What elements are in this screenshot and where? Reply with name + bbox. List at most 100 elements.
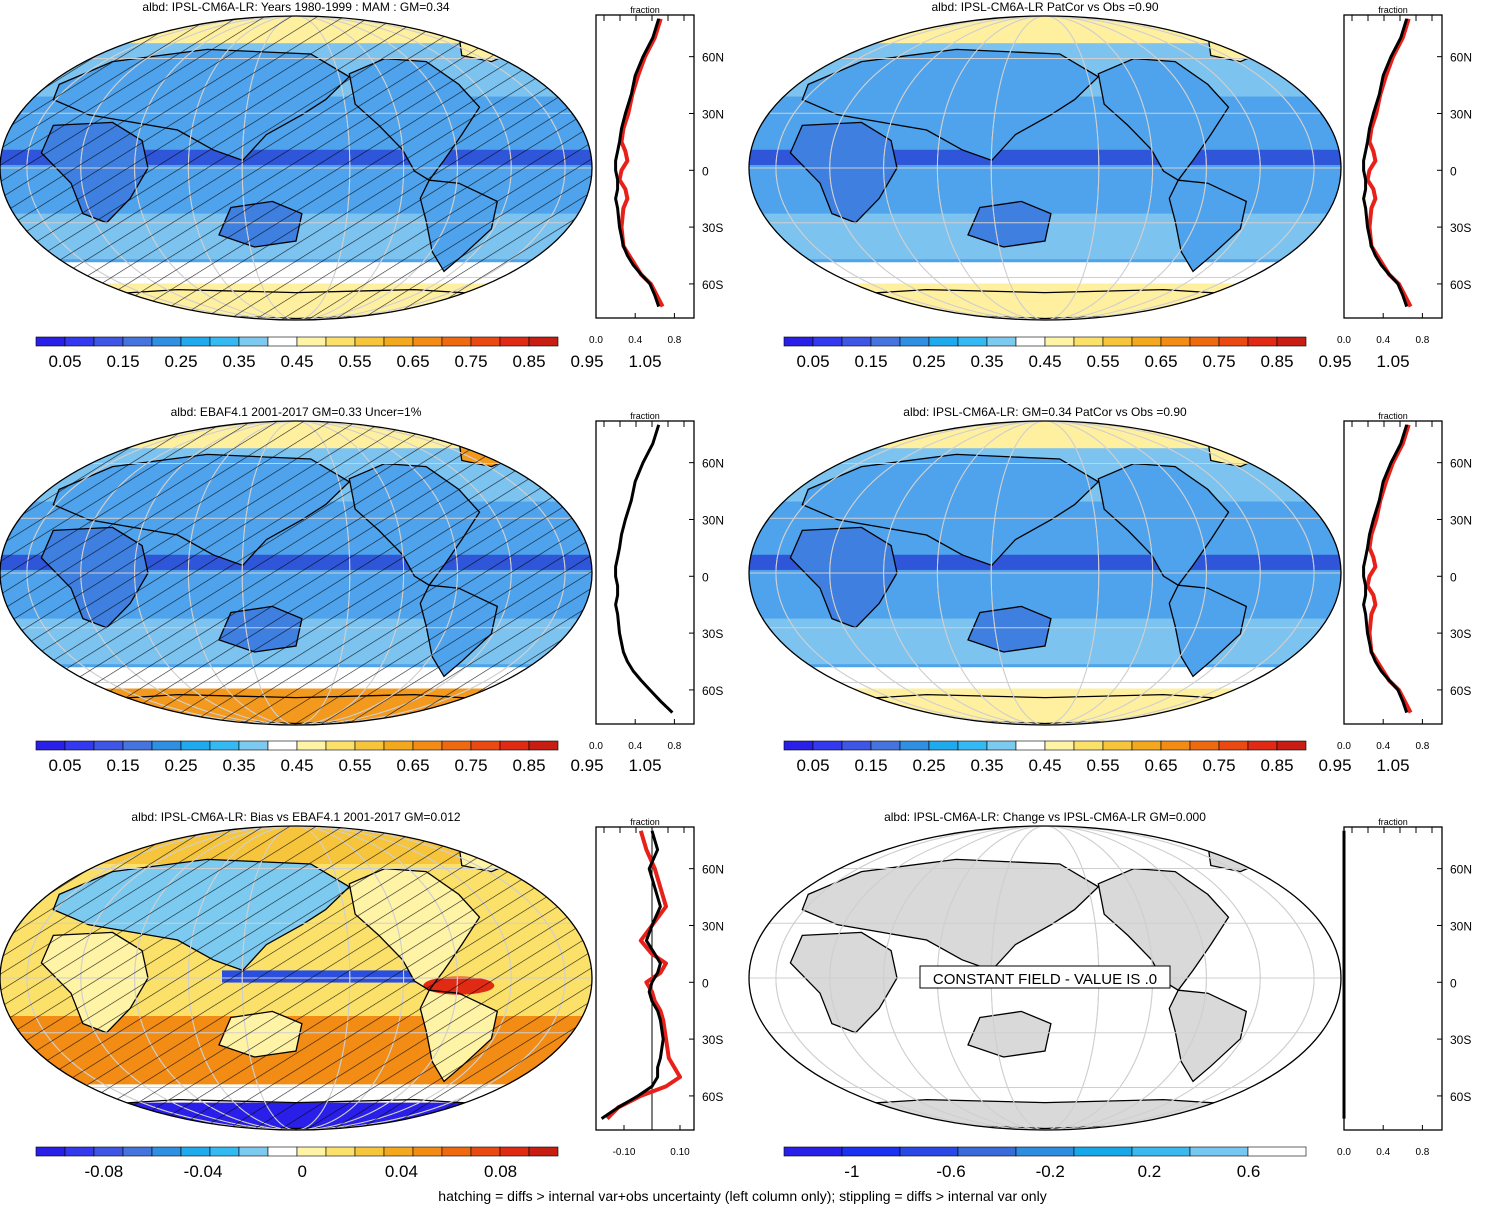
colorbar-swatch [93, 1146, 124, 1157]
colorbar-tick-label: 0.65 [396, 756, 429, 775]
colorbar-tick-label: 0.85 [512, 756, 545, 775]
colorbar-tick-label: -0.6 [936, 1162, 965, 1181]
profile-lat-label: 30N [1450, 919, 1472, 933]
colorbar-tick-label: 0.08 [484, 1162, 517, 1181]
colorbar-tick-label: 0.65 [1144, 756, 1177, 775]
map-field [749, 421, 1341, 725]
map-field [0, 16, 592, 320]
zonal-profile: fraction 60N 30N 0 30S 60S 0.0 0.4 0.8 [589, 5, 724, 346]
profile-lat-label: 30S [702, 627, 723, 641]
panel-title: albd: IPSL-CM6A-LR PatCor vs Obs =0.90 [931, 0, 1158, 14]
coastline-north-america [1097, 57, 1230, 182]
map-obs-climatology [0, 420, 593, 726]
colorbar-swatch [986, 336, 1017, 347]
profile-series-line [600, 830, 665, 1120]
colorbar-swatch [899, 740, 930, 751]
colorbar-tick-label: 0.95 [570, 352, 603, 371]
coastline-north-america [1097, 462, 1230, 587]
colorbar-swatch [470, 740, 501, 751]
map-outline [748, 420, 1342, 726]
map-model-climatology [0, 15, 593, 321]
colorbar-swatch [841, 1146, 901, 1157]
profile-header: fraction [1378, 817, 1408, 827]
colorbar-swatch [1276, 740, 1307, 751]
colorbar-tick-label: 0.05 [796, 756, 829, 775]
panel-title: albd: EBAF4.1 2001-2017 GM=0.33 Uncer=1% [171, 405, 422, 419]
profile-x-label: 0.4 [1376, 335, 1390, 346]
panel-title: albd: IPSL-CM6A-LR: Bias vs EBAF4.1 2001… [131, 810, 460, 824]
colorbar-tick-label: 0.55 [1086, 756, 1119, 775]
profile-x-label: 0.0 [589, 335, 603, 346]
colorbar-swatch [238, 740, 269, 751]
profile-lat-label: 60N [702, 51, 724, 65]
colorbar-swatch [64, 1146, 95, 1157]
colorbar-swatch [35, 1146, 66, 1157]
profile-lat-label: 30S [1450, 221, 1471, 235]
colorbar-tick-label: 0.25 [912, 352, 945, 371]
colorbar-tick-label: 0.35 [970, 352, 1003, 371]
land-antarctica [831, 289, 1259, 319]
colorbar-tick-label: 0 [297, 1162, 306, 1181]
colorbar-swatch [296, 1146, 327, 1157]
colorbar-swatch [1218, 336, 1249, 347]
profile-x-label: 0.8 [667, 741, 681, 752]
colorbar-swatch [812, 740, 843, 751]
colorbar-swatch [354, 336, 385, 347]
land-antarctica [831, 1099, 1259, 1129]
colorbar-swatch [93, 740, 124, 751]
colorbar-swatch [986, 740, 1017, 751]
colorbar-swatch [1102, 740, 1133, 751]
colorbar-swatch [899, 336, 930, 347]
map-outline [0, 15, 593, 321]
colorbar-tick-label: 0.35 [970, 756, 1003, 775]
colorbar-tick-label: 0.85 [512, 352, 545, 371]
colorbar-swatch [180, 336, 211, 347]
land-eurasia [802, 49, 1099, 161]
coastline-south-america [1168, 179, 1248, 273]
colorbar-swatch [783, 740, 814, 751]
colorbar-bias: -0.08 -0.04 0 0.04 0.08 [35, 1146, 559, 1181]
profile-lat-label: 60S [1450, 278, 1471, 292]
colorbar-swatch [928, 336, 959, 347]
map-bias [0, 825, 593, 1131]
profile-lat-label: 60N [1450, 51, 1472, 65]
colorbar-swatch [267, 336, 298, 347]
panels-layer: albd: IPSL-CM6A-LR: Years 1980-1999 : MA… [0, 0, 1472, 1181]
land-africa [790, 122, 897, 223]
profile-x-label: 0.8 [667, 335, 681, 346]
colorbar-swatch [122, 740, 153, 751]
colorbar-swatch [499, 1146, 530, 1157]
land-north-america [1098, 463, 1229, 586]
colorbar-swatch [180, 1146, 211, 1157]
colorbar-swatch [1160, 740, 1191, 751]
graticule-meridian [829, 826, 1261, 1130]
colorbar-tick-label: 0.25 [912, 756, 945, 775]
colorbar-tick-label: 0.25 [164, 352, 197, 371]
map-outline [0, 420, 593, 726]
colorbar-tick-label: 0.04 [385, 1162, 418, 1181]
coastline-north-america [1097, 867, 1230, 992]
land-north-america [1098, 868, 1229, 991]
profile-x-label: 0.0 [1337, 741, 1351, 752]
profile-lat-label: 30S [1450, 627, 1471, 641]
colorbar-tick-label: 1.05 [1376, 352, 1409, 371]
graticule-meridian [883, 421, 1207, 725]
colorbar-swatch [383, 1146, 414, 1157]
colorbar-tick-label: 0.75 [1202, 352, 1235, 371]
colorbar-tick-label: 0.75 [454, 352, 487, 371]
profile-header: fraction [1378, 5, 1408, 15]
colorbar-tick-label: 0.65 [1144, 352, 1177, 371]
graticule-meridian [936, 421, 1154, 725]
colorbar-swatch [957, 740, 988, 751]
colorbar-tick-label: 0.35 [222, 352, 255, 371]
colorbar-swatch [151, 740, 182, 751]
colorbar-swatch [1015, 336, 1046, 347]
colorbar-tick-label: 1.05 [1376, 756, 1409, 775]
profile-lat-label: 30N [1450, 513, 1472, 527]
colorbar-swatch [957, 1146, 1017, 1157]
profile-lat-label: 30N [1450, 107, 1472, 121]
colorbar-tick-label: 0.55 [338, 352, 371, 371]
colorbar-swatch [499, 740, 530, 751]
colorbar-tick-label: 0.85 [1260, 352, 1293, 371]
land-australia [968, 201, 1051, 247]
